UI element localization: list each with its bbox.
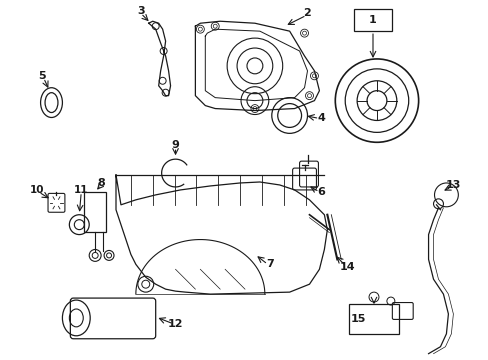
Text: 11: 11 [74,185,88,195]
Text: 10: 10 [29,185,44,195]
Text: 2: 2 [302,8,310,18]
Text: 7: 7 [265,259,273,269]
Text: 14: 14 [339,262,354,272]
Text: 15: 15 [350,314,366,324]
Bar [348,304,398,334]
Text: 13: 13 [445,180,460,190]
Text: 12: 12 [167,319,183,329]
Bar [84,192,106,231]
Text: 1: 1 [368,15,376,25]
Text: 6: 6 [317,187,325,197]
Text: 5: 5 [38,71,45,81]
Bar [353,9,391,31]
Text: 4: 4 [317,113,325,123]
Text: 9: 9 [171,140,179,150]
Text: 3: 3 [137,6,144,16]
Text: 8: 8 [97,178,105,188]
